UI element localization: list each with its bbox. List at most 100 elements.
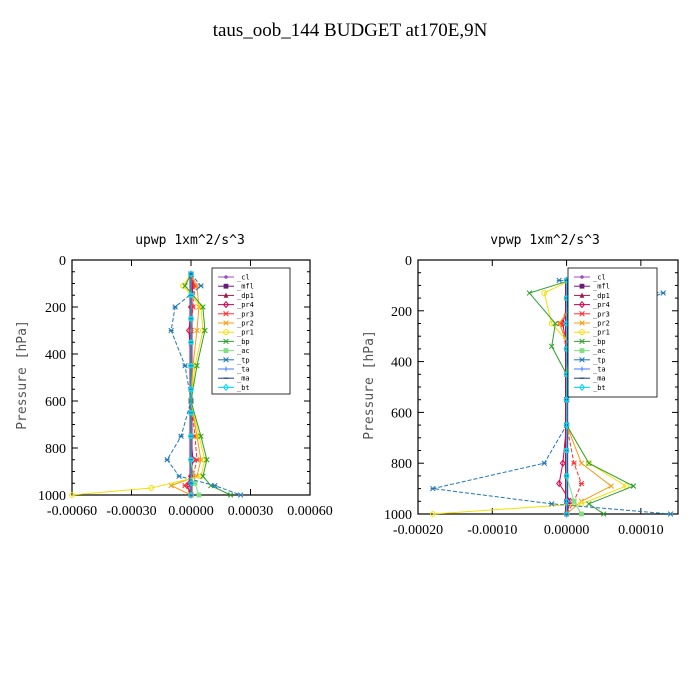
data-point-bt xyxy=(563,497,570,505)
data-point-pr1 xyxy=(541,290,548,296)
x-tick-label: -0.00030 xyxy=(106,504,156,519)
data-point-tp xyxy=(556,277,562,284)
legend-marker xyxy=(578,383,586,392)
x-tick-label: -0.00010 xyxy=(467,523,517,538)
data-point-tp xyxy=(212,482,218,489)
legend-label: _dp1 xyxy=(593,292,610,300)
data-point-bp xyxy=(182,283,188,289)
data-point-ac xyxy=(196,492,202,498)
legend-marker xyxy=(579,338,585,345)
legend-marker xyxy=(579,320,585,326)
data-point-bp xyxy=(198,433,204,440)
legend-label: _bt xyxy=(237,384,250,392)
legend-marker xyxy=(579,283,585,289)
data-point-pr1 xyxy=(69,492,75,498)
legend-marker xyxy=(579,329,585,336)
data-point-bp xyxy=(586,501,592,507)
data-point-pr1 xyxy=(548,320,555,327)
data-point-bp xyxy=(202,327,208,334)
data-point-bt xyxy=(187,479,195,487)
data-point-tp xyxy=(168,327,174,334)
y-axis-label-upwp: Pressure [hPa] xyxy=(15,320,30,430)
data-point-bp xyxy=(600,511,607,517)
data-point-pr3 xyxy=(194,456,200,463)
panel-vpwp: vpwp 1xm^2/s^3 Pressure [hPa] 0 200 400 600… xyxy=(362,233,679,538)
data-point-bp xyxy=(630,483,637,489)
panel-upwp: upwp 1xm^2/s^3 Pressure [hPa] 0 200 400 600… xyxy=(15,233,333,519)
y-tick-label: 800 xyxy=(391,457,412,472)
data-point-bp xyxy=(200,304,206,310)
data-point-pr3 xyxy=(182,482,188,489)
data-point-bt xyxy=(563,421,570,429)
y-tick-label: 600 xyxy=(45,395,66,410)
y-tick-label: 400 xyxy=(45,348,66,363)
legend-label: _bp xyxy=(237,338,250,346)
y-axis-label-vpwp: Pressure [hPa] xyxy=(362,330,377,440)
y-tick-label: 0 xyxy=(59,254,66,269)
legend-label: _pr3 xyxy=(593,310,610,318)
plot-area-vpwp: 0 200 400 600 800 1000-0.00020 -0.00010 0.00000… xyxy=(384,254,679,538)
legend-label: _ma xyxy=(593,375,606,383)
data-point-bp xyxy=(194,362,200,369)
data-point-pr4 xyxy=(559,459,566,467)
panel-title-upwp: upwp 1xm^2/s^3 xyxy=(135,233,245,248)
legend-label: _pr3 xyxy=(237,310,254,318)
y-tick-label: 200 xyxy=(45,301,66,316)
data-point-bt xyxy=(563,510,570,518)
data-point-pr4 xyxy=(556,479,563,488)
data-point-bt xyxy=(563,396,570,404)
data-point-pr1 xyxy=(429,511,436,517)
legend-label: _mfl xyxy=(237,283,254,291)
data-point-pr2 xyxy=(194,327,200,334)
data-point-bt xyxy=(563,472,570,480)
legend-label: _ta xyxy=(593,366,606,374)
legend-marker xyxy=(224,275,228,279)
data-point-bp xyxy=(227,492,234,498)
x-tick-label: 0.00010 xyxy=(618,523,664,538)
x-tick-label: 0.00000 xyxy=(544,523,590,538)
data-point-tp xyxy=(176,473,182,479)
legend-marker xyxy=(223,329,229,336)
data-point-tp xyxy=(660,290,666,296)
data-point-pr1 xyxy=(623,483,629,489)
legend-label: _ac xyxy=(593,347,606,355)
legend-marker xyxy=(579,366,585,372)
x-tick-label: 0.00060 xyxy=(287,504,333,519)
data-point-ac xyxy=(192,480,198,486)
legend-marker xyxy=(579,348,585,353)
legend-label: _bp xyxy=(593,338,606,346)
data-point-tp xyxy=(164,456,170,463)
legend-marker xyxy=(223,348,229,353)
data-point-pr3 xyxy=(571,460,577,466)
data-point-bp xyxy=(552,320,559,327)
data-point-pr2 xyxy=(608,483,614,489)
legend-marker xyxy=(223,292,229,298)
legend-marker xyxy=(579,311,585,317)
y-tick-label: 600 xyxy=(391,406,412,421)
data-point-pr1 xyxy=(585,460,592,467)
legend-label: _dp1 xyxy=(237,292,254,300)
legend-label: _tp xyxy=(237,356,250,364)
legend-label: _pr4 xyxy=(237,301,254,309)
legend-marker xyxy=(223,283,229,289)
data-point-bt xyxy=(187,491,195,499)
x-tick-label: -0.00060 xyxy=(47,504,97,519)
legend-label: _pr2 xyxy=(237,320,254,328)
data-point-bt xyxy=(187,385,195,393)
data-point-tp xyxy=(178,433,184,440)
data-point-pr1 xyxy=(148,485,155,491)
data-point-tp xyxy=(667,511,674,517)
plot-area-upwp: 0 200 400 600 800 1000-0.00060 -0.00030 0.00000… xyxy=(38,254,333,519)
data-point-bt xyxy=(187,270,195,278)
legend-label: _mfl xyxy=(593,283,610,291)
data-point-bt xyxy=(187,432,195,440)
data-point-ac xyxy=(579,511,584,517)
data-point-bt xyxy=(187,409,195,417)
data-point-tp xyxy=(182,362,188,369)
data-point-bt xyxy=(187,362,195,370)
legend-label: _ta xyxy=(237,366,250,374)
legend-marker xyxy=(223,357,229,363)
data-point-bt xyxy=(187,338,195,346)
y-tick-label: 0 xyxy=(405,254,412,269)
legend-label: _bt xyxy=(593,384,606,392)
